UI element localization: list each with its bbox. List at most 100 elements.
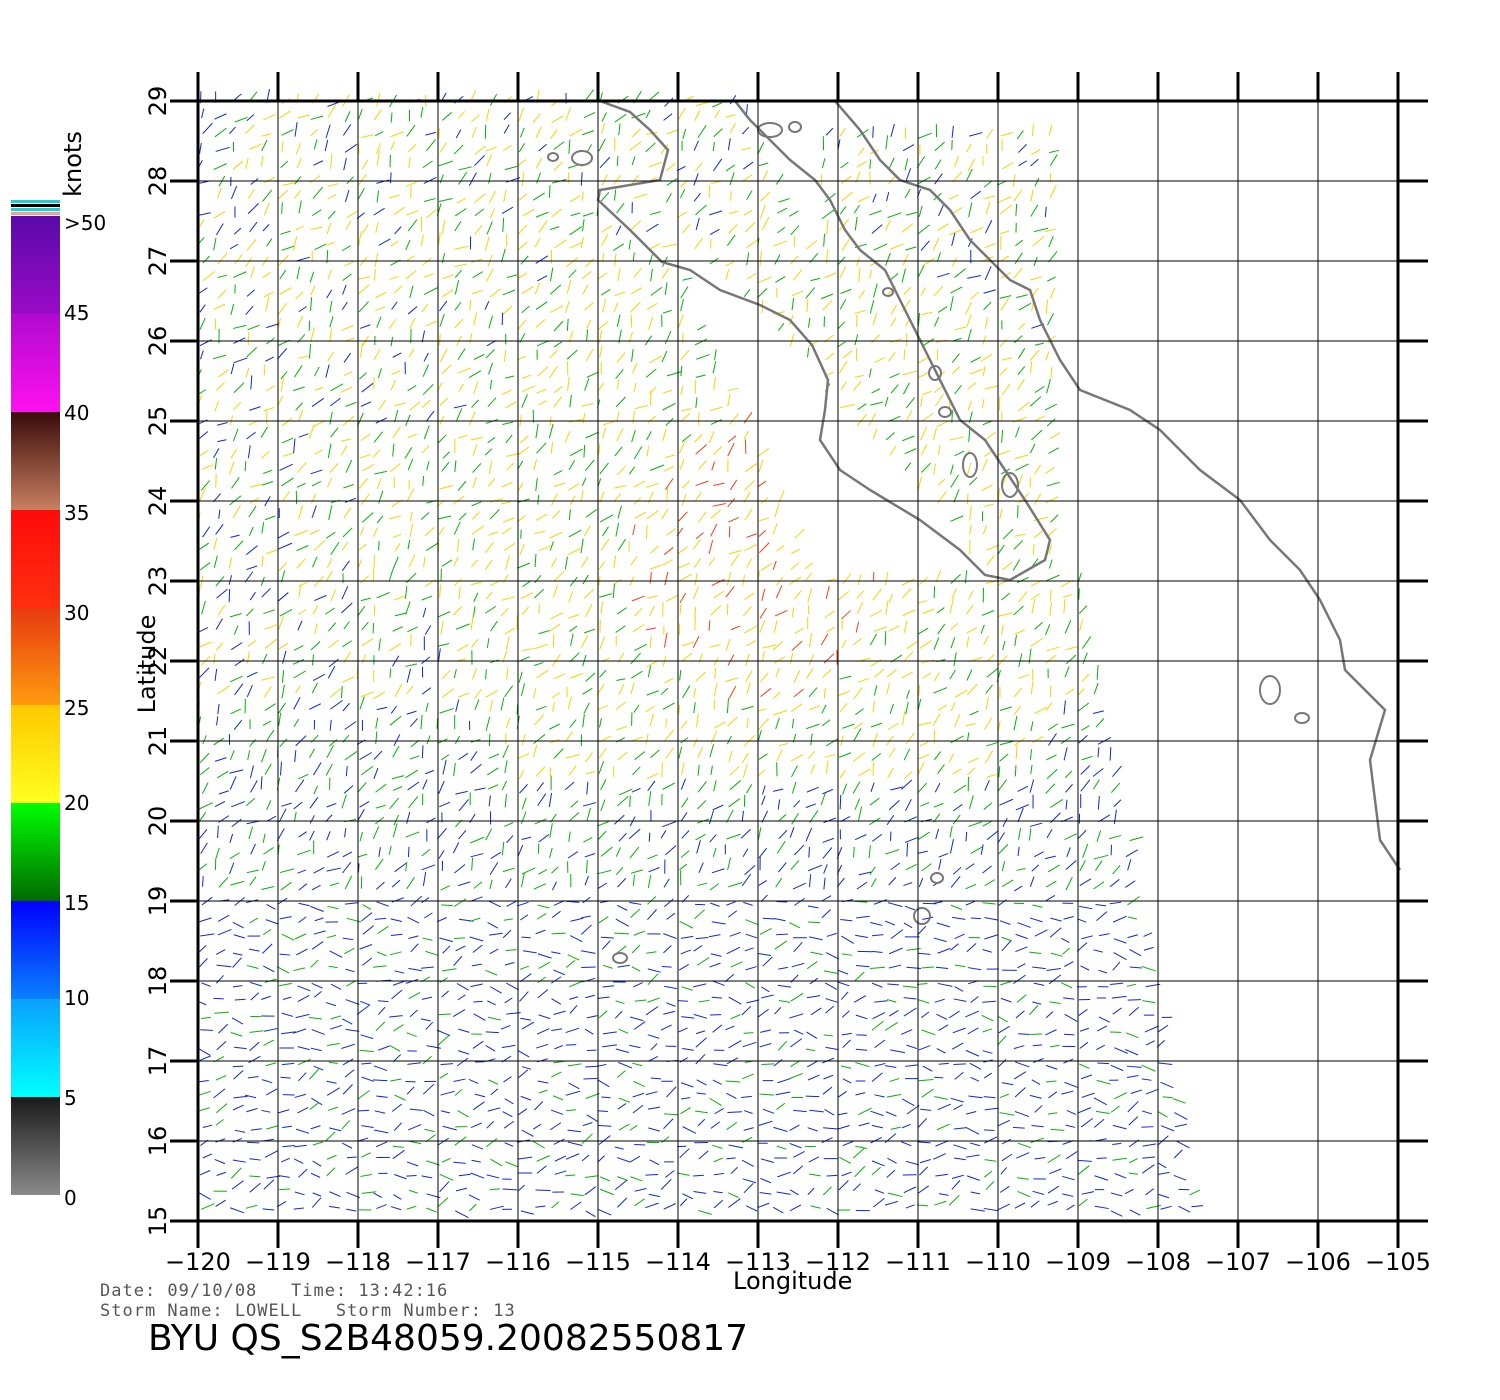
wind-vector [245,367,250,378]
wind-vector [277,1109,290,1114]
wind-vector [950,622,959,631]
wind-vector [342,1084,353,1095]
wind-vector [1060,736,1071,744]
wind-vector [294,176,302,185]
wind-vector [389,715,402,726]
wind-vector [199,304,206,313]
wind-vector [966,636,970,648]
wind-vector [1079,878,1092,886]
wind-vector [345,1166,358,1175]
wind-vector [616,877,627,888]
wind-vector [1078,605,1088,614]
wind-vector [344,902,359,905]
wind-vector [791,640,803,651]
wind-vector [309,1016,323,1020]
wind-vector [454,263,467,268]
wind-vector [378,1006,386,1015]
wind-vector [282,1125,293,1129]
wind-vector [438,611,451,618]
wind-vector [982,1000,996,1003]
colorbar-label: >50 [64,211,107,235]
wind-vector [215,146,230,152]
wind-vector [697,412,700,426]
wind-vector [485,969,498,976]
wind-vector [740,828,751,839]
wind-vector [357,231,362,246]
wind-vector [201,108,205,119]
wind-vector [1017,366,1026,376]
wind-vector [776,545,785,552]
wind-vector [853,728,862,742]
wind-vector [535,478,538,492]
wind-vector [341,438,352,442]
wind-vector [438,526,445,535]
wind-vector [212,354,227,360]
wind-vector [647,968,661,973]
wind-vector [357,559,363,569]
wind-vector [905,864,917,871]
wind-vector [277,592,289,602]
wind-vector [695,480,709,487]
wind-vector [696,354,710,360]
wind-vector [216,588,228,599]
wind-vector [921,311,933,316]
wind-vector [629,1016,644,1022]
wind-vector [693,140,699,151]
wind-vector [342,124,352,136]
wind-vector [727,654,735,666]
wind-vector [661,350,668,363]
wind-vector [406,685,414,694]
wind-vector [757,769,766,777]
wind-vector [244,461,247,472]
wind-vector [1029,349,1040,361]
wind-vector [745,933,758,939]
wind-vector [937,704,947,711]
wind-vector [776,900,788,903]
wind-vector [533,734,546,744]
wind-vector [918,205,923,217]
wind-vector [1030,204,1039,217]
wind-vector [646,951,657,954]
wind-vector [858,1107,872,1116]
wind-vector [584,853,596,858]
wind-vector [264,703,276,711]
wind-vector [438,780,445,794]
wind-vector [359,752,372,760]
wind-vector [537,793,547,807]
wind-vector [517,446,530,456]
wind-vector [250,780,258,793]
wind-vector [552,585,559,598]
wind-vector [660,830,667,839]
wind-vector [330,153,333,169]
wind-vector [854,216,858,231]
wind-vector [388,569,394,582]
wind-vector [327,210,336,220]
wind-vector [710,765,713,776]
colorbar-unit: knots [59,131,87,197]
wind-vector [986,742,998,747]
wind-vector [502,144,512,152]
wind-vector [293,696,301,710]
wind-vector [743,1032,754,1034]
wind-vector [1017,322,1026,331]
wind-vector [1032,1190,1045,1196]
wind-vector [532,1140,545,1149]
wind-vector [250,375,253,390]
wind-vector [568,1082,580,1090]
wind-vector [871,388,881,394]
wind-vector [694,573,698,586]
wind-vector [294,190,302,199]
wind-vector [536,1028,550,1035]
wind-vector [1046,646,1060,652]
wind-vector [885,252,891,267]
wind-vector [549,723,561,730]
wind-vector [965,604,974,615]
wind-vector [549,541,554,551]
wind-vector [583,111,596,119]
wind-vector [437,515,452,520]
wind-vector [712,361,717,374]
wind-vector [933,285,944,297]
wind-vector [327,905,339,910]
wind-vector [439,415,445,425]
wind-vector [664,677,674,684]
